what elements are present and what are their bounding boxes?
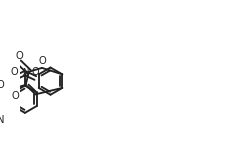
Text: O: O [16, 51, 24, 61]
Text: O: O [0, 80, 4, 90]
Text: N: N [22, 68, 28, 77]
Text: O: O [38, 56, 46, 66]
Text: O: O [10, 67, 18, 77]
Text: N: N [0, 115, 4, 125]
Text: O: O [32, 67, 39, 77]
Text: O: O [12, 91, 19, 101]
